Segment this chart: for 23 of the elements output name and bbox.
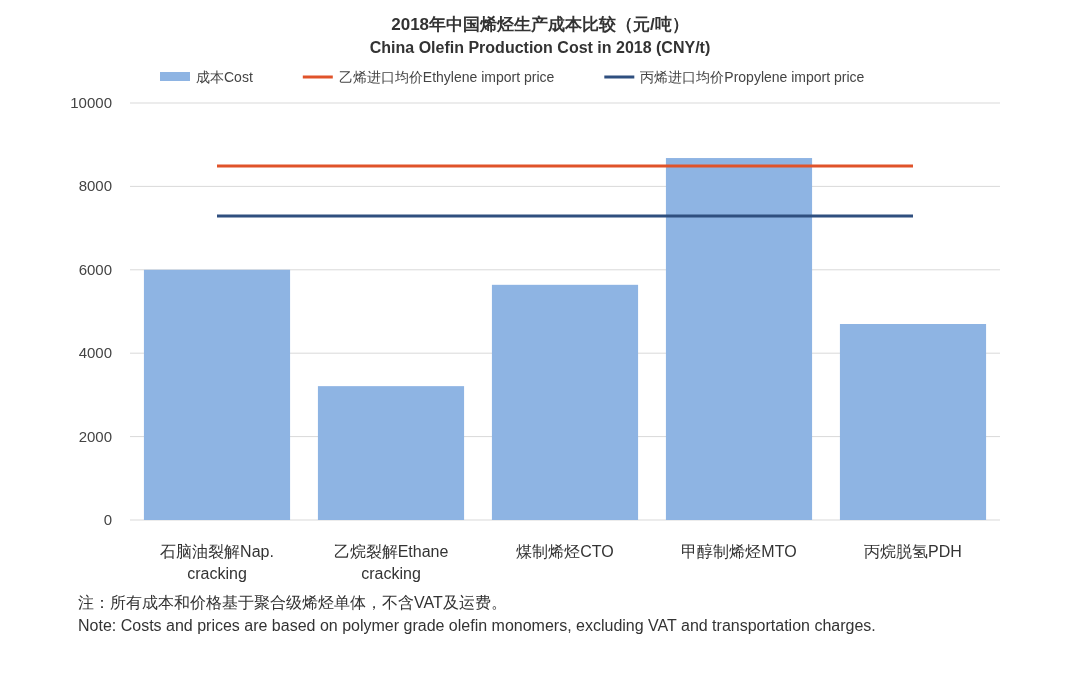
bar: [665, 158, 813, 520]
chart-title: 2018年中国烯烃生产成本比较（元/吨）: [391, 15, 689, 34]
y-tick-label: 2000: [78, 427, 112, 445]
x-tick-label: 丙烷脱氢PDH: [864, 543, 962, 560]
y-tick-label: 4000: [78, 344, 112, 362]
bar: [491, 284, 639, 520]
y-tick-label: 0: [103, 511, 112, 528]
text: 注：所有成本和价格基于聚合级烯烃单体，不含VAT及运费。: [78, 594, 507, 611]
legend-label: 成本Cost: [196, 69, 253, 85]
x-tick-label: 乙烷裂解Ethane cracking: [333, 543, 449, 582]
y-tick-label: 8000: [78, 177, 112, 195]
chart-subtitle: China Olefin Production Cost in 2018 (CNY/t): [369, 39, 711, 56]
x-tick-label: 甲醇制烯烃MTO: [681, 543, 797, 560]
legend-label: 乙烯进口均价Ethylene import price: [338, 69, 555, 85]
legend-label: 丙烯进口均价Propylene import price: [640, 69, 865, 85]
y-tick-label: 6000: [78, 260, 112, 278]
x-tick-label: 石脑油裂解Nap. cracking: [160, 543, 274, 582]
text: Note: Costs and prices are based on polymer grade olefin monomers, excluding VAT and transportation charges.: [78, 617, 876, 634]
bar: [317, 386, 465, 520]
bar: [839, 324, 987, 520]
y-tick-label: 10000: [70, 94, 112, 111]
bar: [143, 269, 291, 520]
x-tick-label: 煤制烯烃CTO: [516, 543, 614, 560]
